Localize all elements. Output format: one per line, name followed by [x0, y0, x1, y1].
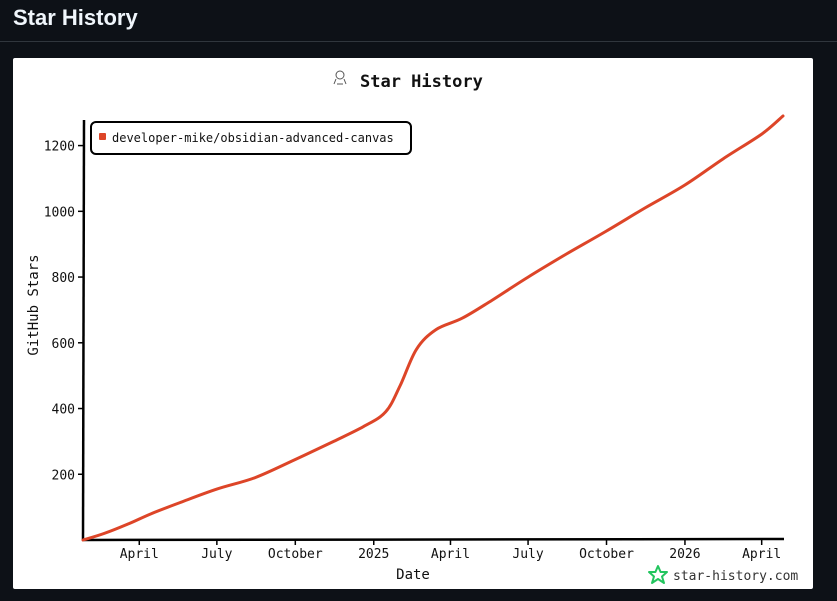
page-header: Star History — [0, 0, 837, 42]
y-axis-line — [83, 120, 84, 540]
data-point — [761, 133, 763, 135]
page-title: Star History — [13, 5, 138, 31]
x-axis-line — [83, 539, 784, 540]
y-axis-label: GitHub Stars — [26, 254, 42, 355]
watermark-text: star-history.com — [673, 569, 798, 584]
y-tick-label: 1000 — [44, 205, 75, 220]
data-point — [416, 349, 418, 351]
data-point — [606, 230, 608, 232]
series-layer — [82, 115, 784, 541]
x-tick-label: 2025 — [358, 547, 389, 562]
x-tick-label: October — [268, 547, 323, 562]
y-axis-ticks: 200 400 600 800 1000 1200 — [44, 140, 83, 484]
data-point — [104, 533, 106, 535]
x-tick-label: April — [120, 547, 159, 562]
data-point — [254, 477, 256, 479]
data-point — [363, 426, 365, 428]
x-tick-label: April — [742, 547, 781, 562]
data-point — [128, 523, 130, 525]
watermark[interactable]: star-history.com — [649, 566, 798, 584]
data-point — [399, 385, 401, 387]
star-history-chart: Star History 200 400 600 800 1000 1200 April J… — [13, 58, 813, 589]
star-logo-icon — [649, 566, 667, 583]
data-point — [492, 299, 494, 301]
y-tick-label: 400 — [52, 403, 75, 418]
data-point — [385, 411, 387, 413]
data-point — [644, 207, 646, 209]
y-tick-label: 200 — [52, 468, 75, 483]
chart-card: Star History 200 400 600 800 1000 1200 April J… — [13, 58, 813, 589]
data-point — [462, 317, 464, 319]
data-point — [150, 513, 152, 515]
x-tick-label: July — [201, 547, 232, 562]
data-point — [180, 501, 182, 503]
data-point — [723, 158, 725, 160]
data-point — [295, 459, 297, 461]
legend-swatch — [99, 133, 106, 140]
chart-title-group: Star History — [334, 71, 483, 92]
x-tick-label: 2026 — [669, 547, 700, 562]
series-line — [83, 116, 783, 540]
data-point — [782, 115, 784, 117]
y-tick-label: 800 — [52, 271, 75, 286]
x-axis-ticks: April July October 2025 April July October 2026… — [120, 540, 782, 562]
x-tick-label: July — [512, 547, 543, 562]
y-tick-label: 1200 — [44, 140, 75, 155]
legend: developer-mike/obsidian-advanced-canvas — [91, 122, 411, 154]
legend-label: developer-mike/obsidian-advanced-canvas — [112, 131, 394, 145]
y-tick-label: 600 — [52, 337, 75, 352]
data-point — [333, 441, 335, 443]
chart-title: Star History — [360, 72, 483, 92]
x-tick-label: April — [431, 547, 470, 562]
data-point — [216, 488, 218, 490]
data-point — [566, 253, 568, 255]
data-point — [684, 184, 686, 186]
x-axis-label: Date — [396, 567, 430, 583]
data-point — [527, 276, 529, 278]
x-tick-label: October — [579, 547, 634, 562]
data-point — [82, 539, 84, 541]
title-icon — [334, 71, 346, 84]
data-point — [435, 329, 437, 331]
